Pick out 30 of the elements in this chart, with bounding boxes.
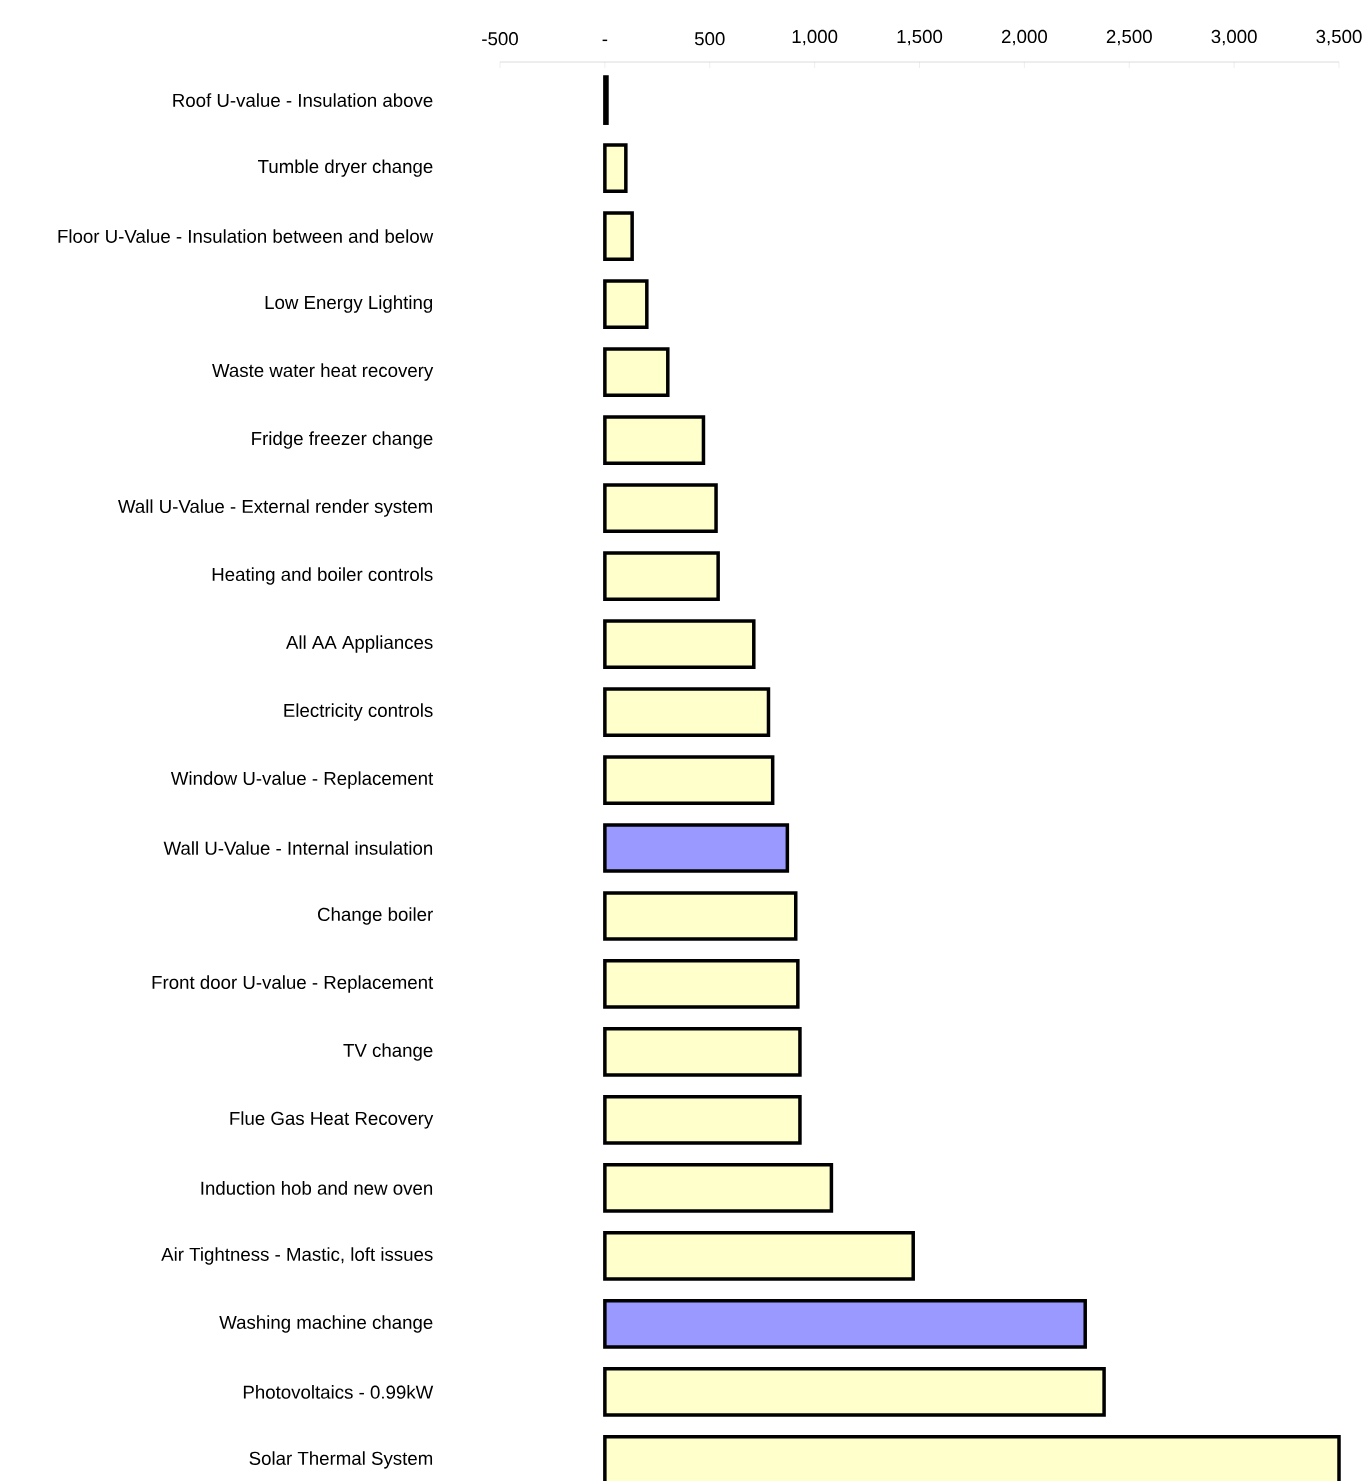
x-tick-label: - [602,39,608,42]
y-tick-label: Wall U-Value - Internal insulation [163,841,433,855]
y-tick-label: Roof U-value - Insulation above [173,93,433,107]
x-tick-label: 3,000 [1211,29,1257,46]
x-tick-label: 2,000 [1001,29,1048,46]
y-tick-label: Front door U-value - Replacement [152,975,434,993]
y-tick-label: Fridge freezer change [252,431,433,449]
x-tick-label: 3,500 [1316,29,1362,46]
y-tick-label: Heating and boiler controls [212,567,433,585]
y-tick-label: Electricity controls [284,703,433,721]
x-tick-label: 1,500 [897,29,943,46]
y-tick-label: Induction hob and new oven [201,1181,433,1195]
y-tick-label: Wall U-Value - External render system [118,499,432,517]
y-tick-label: TV change [343,1043,433,1061]
y-tick-label: Washing machine change [219,1315,433,1333]
y-tick-label: Change boiler [318,907,433,925]
y-tick-label: Tumble dryer change [258,159,433,177]
y-tick-label: Floor U-Value - Insulation between and below [58,229,434,243]
x-tick-label: 500 [694,32,725,46]
y-tick-label: Low Energy Lighting [265,295,433,313]
y-tick-label: All AA Appliances [285,635,433,653]
x-tick-label: 1,000 [792,29,838,46]
y-tick-label: Waste water heat recovery [212,363,434,381]
y-tick-label: Flue Gas Heat Recovery [230,1111,434,1129]
y-tick-label: Photovoltaics - 0.99kW [243,1385,434,1399]
x-tick-label: 2,500 [1106,29,1152,46]
y-tick-label: Window U-value - Replacement [170,771,434,789]
y-tick-label: Solar Thermal System [249,1451,433,1469]
y-tick-label: Air Tightness - Mastic, loft issues [161,1247,433,1265]
x-tick-label: -500 [482,32,518,46]
